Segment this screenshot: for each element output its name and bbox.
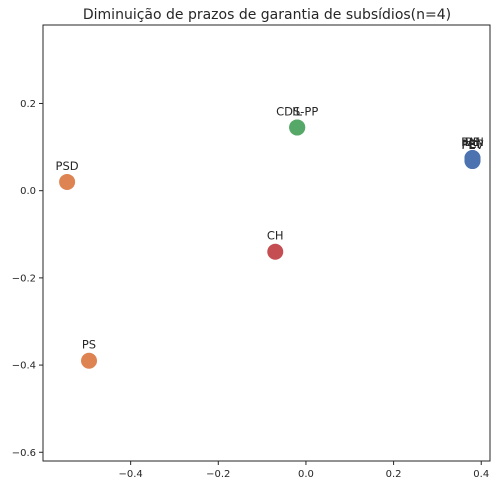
x-tick-label: −0.4: [118, 469, 142, 480]
point-ch: [267, 243, 284, 260]
y-tick-label: −0.4: [12, 361, 36, 372]
point-label-pev: PEV: [461, 138, 483, 152]
plot-frame: [42, 24, 491, 462]
point-label-pan: PAN: [461, 135, 484, 149]
x-tick-label: −0.2: [206, 469, 230, 480]
x-axis: −0.4 −0.2 0.0 0.2 0.4: [118, 461, 489, 480]
chart-title: Diminuição de prazos de garantia de subs…: [83, 7, 451, 23]
point-pev: [464, 153, 481, 170]
y-tick-label: 0.2: [20, 99, 36, 110]
point-label-il: IL: [292, 104, 302, 118]
x-tick-label: 0.0: [298, 469, 314, 480]
point-label-be: BE: [465, 135, 480, 149]
point-label-pcp: PCP: [462, 137, 484, 151]
point-ps: [81, 352, 98, 369]
x-tick-label: 0.2: [386, 469, 402, 480]
point-label-ps: PS: [82, 338, 96, 352]
point-label-psd: PSD: [56, 159, 79, 173]
point-cds-pp: [289, 119, 306, 136]
data-points: [59, 119, 481, 369]
point-label-cds-pp: CDS-PP: [276, 104, 318, 118]
point-psd: [59, 173, 76, 190]
x-tick-label: 0.4: [473, 469, 489, 480]
point-label-ch: CH: [267, 229, 284, 243]
point-label-l: L: [469, 137, 476, 151]
y-axis: −0.6 −0.4 −0.2 0.0 0.2: [12, 99, 43, 459]
y-tick-label: −0.6: [12, 448, 36, 459]
y-tick-label: 0.0: [20, 186, 36, 197]
y-tick-label: −0.2: [12, 273, 36, 284]
